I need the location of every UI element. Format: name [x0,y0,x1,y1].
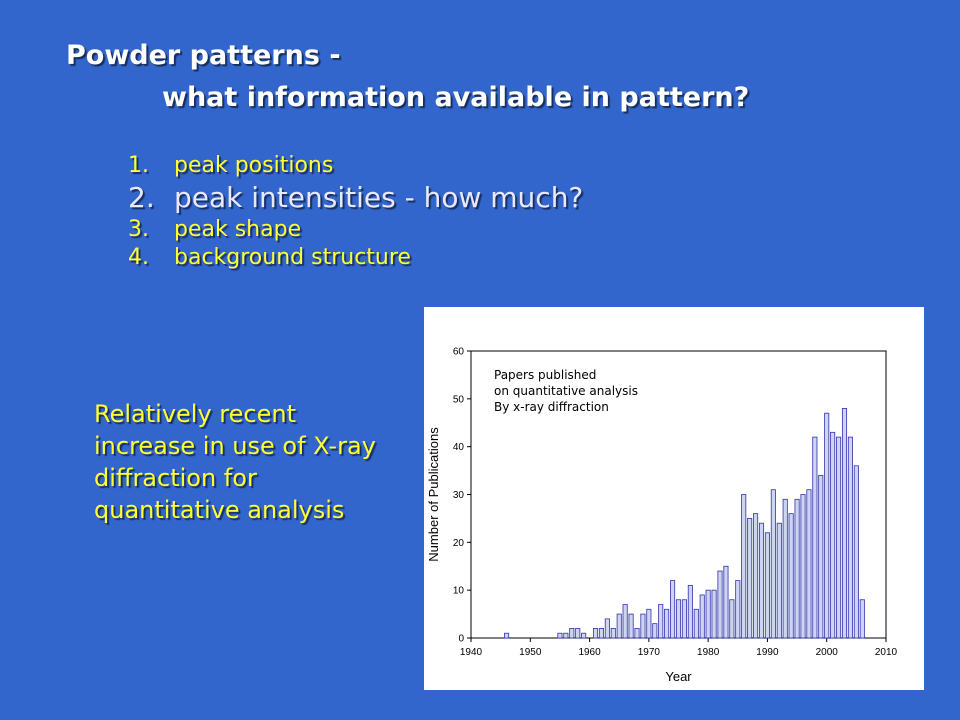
bar-1968 [634,628,640,639]
bar-1982 [717,570,723,639]
y-tick-label: 20 [453,538,465,549]
bar-2002 [836,436,842,639]
side-note: Relatively recent increase in use of X-r… [94,400,376,524]
y-tick-label: 60 [453,347,465,358]
bar-1998 [812,436,818,639]
bar-1962 [598,628,604,639]
slide-title-line-1: Powder patterns - [66,40,341,71]
list-item-peak-positions: 1. peak positions [128,152,583,180]
list-item-text: peak intensities - how much? [174,181,584,215]
bar-1971 [652,623,658,639]
list-item-text: peak positions [174,153,334,178]
bar-1970 [646,608,652,639]
bar-1957 [569,628,575,639]
bar-1976 [681,599,687,639]
list-item-peak-intensities: 2. peak intensities - how much? [128,180,583,216]
bar-1984 [729,599,735,639]
bar-2003 [841,408,848,639]
bar-1966 [622,604,628,639]
list-item-text: background structure [174,245,411,271]
y-tick-label: 30 [453,490,465,501]
bar-1991 [770,489,776,639]
bar-1996 [800,494,806,639]
chart-annotation-line: on quantitative analysis [494,384,638,398]
x-tick-label: 2010 [875,647,898,658]
bar-1956 [563,632,569,639]
bar-1981 [711,589,717,639]
bar-1969 [640,613,646,639]
publications-bar-chart: 0 10 20 30 40 50 60 1940 1950 1960 1970 1980 1990 200… [426,347,898,685]
bar-1978 [693,608,699,639]
bar-2000 [824,412,830,639]
chart-annotation-line: Papers published [494,368,596,382]
y-tick-label: 10 [453,586,465,597]
list-item-text: peak shape [174,216,302,242]
x-tick-label: 1980 [697,647,720,658]
bar-2001 [830,431,836,639]
slide-title-line-2: what information available in pattern? [162,82,750,113]
bar-2004 [847,436,853,639]
bar-1992 [776,522,782,639]
bar-1974 [670,580,676,639]
list-item-number: 1. [128,153,149,178]
bar-1990 [764,532,770,639]
x-tick-label: 1950 [519,647,542,658]
bar-1993 [782,498,788,639]
x-tick-label: 2000 [816,647,839,658]
y-tick-label: 40 [453,442,465,453]
bar-1994 [788,513,794,639]
bar-1975 [675,599,682,639]
x-axis-title: Year [665,669,692,684]
bar-1967 [628,613,634,639]
y-tick-label: 0 [458,634,464,645]
bar-1988 [753,513,759,639]
x-tick-label: 1970 [638,647,661,658]
list-item-background-structure: 4. background structure [128,244,583,272]
bar-1959 [581,632,587,639]
bar-1963 [604,618,610,639]
bar-1977 [687,584,693,639]
bar-1980 [705,589,711,639]
bar-1973 [664,608,670,639]
x-tick-label: 1990 [756,647,779,658]
bar-2005 [853,465,859,639]
bar-1961 [592,628,599,639]
chart-annotation-line: By x-ray diffraction [494,400,609,414]
bar-1964 [610,628,616,639]
list-item-number: 2. [128,181,155,215]
bar-1987 [747,518,753,639]
y-tick-label: 50 [453,394,465,405]
bar-1965 [616,613,622,639]
bar-1958 [575,628,581,639]
x-tick-label: 1940 [460,647,483,658]
bar-1997 [806,489,812,639]
bar-1983 [723,565,729,639]
bar-1946 [504,632,510,639]
list-item-number: 3. [128,216,149,242]
list-item-peak-shape: 3. peak shape [128,216,583,244]
information-list: 1. peak positions 2. peak intensities - ho… [128,152,583,272]
x-tick-label: 1960 [578,647,601,658]
chart-panel: 0 10 20 30 40 50 60 1940 1950 1960 1970 1980 1990 200… [424,307,924,690]
bar-1979 [699,594,705,639]
bar-1995 [794,498,800,639]
bar-2006 [859,599,865,639]
bar-1972 [658,604,664,639]
list-item-number: 4. [128,245,149,271]
bar-1999 [818,474,824,639]
y-axis-title: Number of Publications [426,427,441,562]
bar-1955 [557,632,563,639]
bar-1985 [735,580,741,639]
bar-1986 [741,494,747,639]
bar-1989 [758,522,765,639]
